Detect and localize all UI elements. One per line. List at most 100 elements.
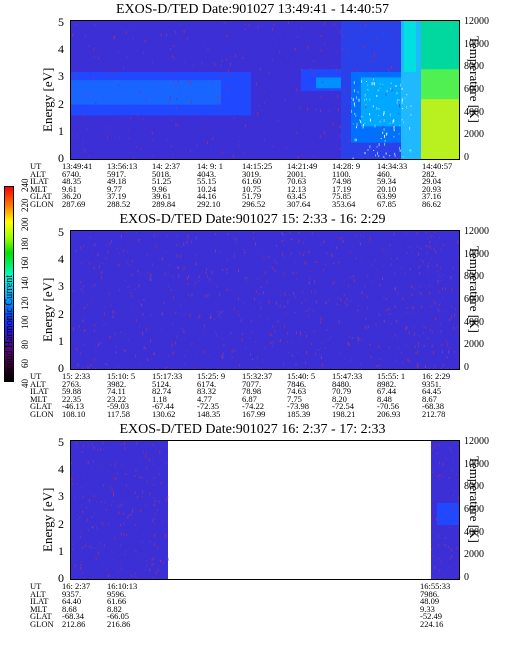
orbit-row-label: MLT	[30, 183, 48, 194]
spectrogram-speckle	[454, 350, 456, 354]
spectrogram-speckle	[319, 349, 320, 351]
spectrogram-speckle	[129, 264, 131, 266]
orbit-row-label: ALT	[30, 378, 46, 389]
spectrogram-speckle	[154, 556, 156, 560]
spectrogram-speckle	[123, 493, 125, 495]
spectrogram-speckle	[238, 314, 240, 317]
orbit-cell: 117.58	[107, 409, 131, 419]
y-tick-label: 1	[58, 123, 64, 138]
spectrogram-speckle	[149, 274, 151, 278]
spectrogram-speckle	[120, 567, 122, 570]
spectrogram-speckle	[242, 333, 243, 335]
spectrogram-speckle	[166, 367, 168, 369]
spectrogram-speckle	[337, 304, 339, 306]
spectrogram-speckle	[286, 369, 287, 370]
spectrogram-speckle	[146, 479, 148, 483]
spectrogram-speckle	[218, 314, 220, 317]
spectrogram-speckle	[152, 155, 154, 156]
spectrogram-speckle	[450, 507, 452, 510]
spectrogram-speckle	[313, 71, 315, 74]
spectrogram-speckle	[425, 365, 426, 369]
orbit-cell: 4.77	[197, 393, 212, 404]
spectrogram-speckle	[158, 473, 160, 476]
spectrogram-region	[404, 21, 416, 72]
spectrogram-speckle	[419, 272, 421, 275]
spectrogram-speckle	[172, 152, 174, 155]
spectrogram-speckle	[437, 279, 439, 283]
spectrogram-speckle	[142, 313, 144, 315]
spectrogram-speckle	[291, 342, 293, 343]
spectrogram-speckle	[122, 465, 124, 467]
spectrogram-speckle	[393, 136, 395, 138]
spectrogram-speckle	[96, 526, 98, 529]
spectrogram-speckle	[147, 271, 149, 275]
spectrogram-speckle	[120, 563, 122, 565]
spectrogram-speckle	[268, 300, 270, 302]
spectrogram-speckle	[93, 446, 95, 450]
spectrogram-speckle	[439, 474, 441, 476]
spectrogram-speckle	[216, 333, 218, 337]
spectrogram-speckle	[82, 510, 84, 513]
spectrogram-speckle	[351, 337, 353, 340]
spectrogram-speckle	[88, 499, 90, 503]
spectrogram-speckle	[285, 312, 287, 314]
spectrogram-speckle	[434, 445, 436, 448]
spectrogram-speckle	[428, 284, 430, 286]
spectrogram-speckle	[326, 251, 328, 255]
spectrogram-speckle	[378, 313, 380, 317]
spectrogram-speckle	[394, 154, 396, 158]
spectrogram-speckle	[76, 483, 78, 485]
spectrogram-speckle	[177, 124, 179, 127]
y-tick-label: 5	[58, 15, 64, 29]
spectrogram-speckle	[143, 451, 145, 454]
spectrogram-speckle	[154, 512, 156, 516]
spectrogram-speckle	[194, 281, 196, 284]
spectrogram-speckle	[184, 363, 185, 365]
y2-tick-label: 10000	[464, 38, 489, 50]
spectrogram-speckle	[283, 272, 285, 275]
spectrogram-speckle	[340, 298, 342, 301]
spectrogram-speckle	[271, 345, 273, 348]
spectrogram-speckle	[272, 27, 274, 31]
spectrogram-speckle	[453, 502, 455, 504]
spectrogram-speckle	[353, 89, 355, 93]
spectrogram-speckle	[210, 145, 211, 147]
spectrogram-speckle	[183, 30, 185, 34]
spectrogram-speckle	[261, 26, 263, 28]
spectrogram-speckle	[399, 155, 401, 159]
spectrogram-speckle	[292, 272, 294, 274]
spectrogram-speckle	[230, 331, 232, 334]
spectrogram-speckle	[173, 296, 175, 300]
spectrogram-speckle	[445, 457, 447, 459]
spectrogram-speckle	[436, 270, 438, 272]
spectrogram-speckle	[111, 550, 113, 553]
spectrogram-speckle	[127, 245, 129, 247]
spectrogram-speckle	[123, 315, 125, 317]
colorbar-tick: 100	[20, 315, 30, 330]
spectrogram-speckle	[297, 238, 299, 240]
y-tick-label: 0	[58, 571, 64, 585]
spectrogram-speckle	[187, 275, 189, 279]
colorbar-tick: 80	[20, 339, 30, 349]
spectrogram-speckle	[328, 110, 330, 113]
spectrogram-speckle	[231, 356, 233, 359]
orbit-cell: 75.85	[332, 191, 352, 202]
spectrogram-speckle	[260, 286, 262, 289]
panel-3-title: EXOS-D/TED Date:901027 16: 2:37 - 17: 2:…	[119, 422, 386, 437]
spectrogram-speckle	[340, 30, 342, 34]
spectrogram-speckle	[342, 47, 344, 50]
spectrogram-speckle	[123, 513, 124, 515]
spectrogram-speckle	[254, 297, 255, 301]
spectrogram-speckle	[79, 516, 81, 519]
spectrogram-speckle	[183, 242, 185, 246]
spectrogram-speckle	[146, 564, 148, 567]
spectrogram-speckle	[313, 73, 315, 74]
spectrogram-speckle	[458, 496, 459, 500]
spectrogram-speckle	[448, 350, 450, 354]
spectrogram-speckle	[256, 82, 257, 86]
spectrogram-speckle	[245, 72, 247, 75]
spectrogram-speckle	[241, 338, 243, 342]
spectrogram-speckle	[296, 131, 298, 134]
spectrogram-speckle	[171, 158, 173, 159]
spectrogram-speckle	[334, 23, 336, 26]
